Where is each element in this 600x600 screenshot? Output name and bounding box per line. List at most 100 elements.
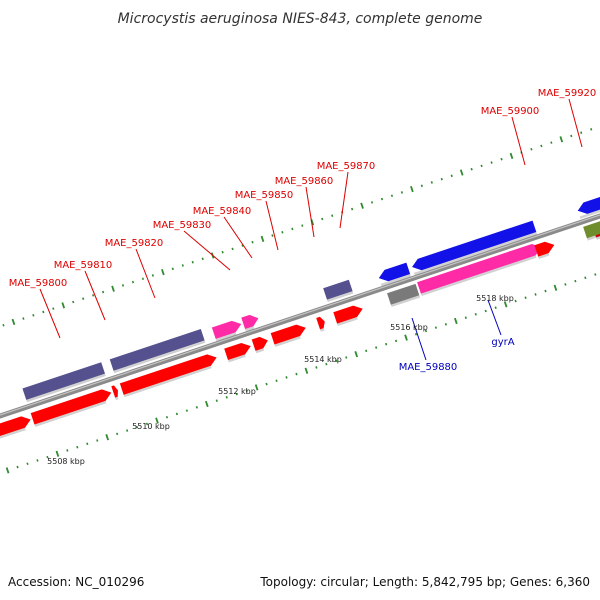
tick-mark: [375, 346, 378, 349]
leader-line: [223, 216, 253, 259]
tick-mark: [291, 227, 294, 231]
gene-feature-shadow: [113, 340, 206, 374]
tick-mark: [131, 280, 135, 284]
tick-mark: [161, 268, 165, 276]
leader-line: [339, 171, 349, 229]
label-leader-lines: [39, 98, 583, 361]
gene-feature-shadow: [326, 291, 354, 302]
tick-mark: [215, 399, 218, 402]
gene-feature-shadow: [538, 253, 550, 259]
tick-mark: [171, 267, 174, 271]
tick-mark: [151, 274, 155, 277]
gene-feature-shadow: [274, 335, 301, 347]
leader-line: [84, 270, 106, 321]
leader-line: [39, 288, 61, 339]
gene-feature: [211, 320, 242, 339]
gene-label: MAE_59800: [9, 278, 68, 289]
tick-mark: [480, 164, 483, 168]
gene-features: [0, 197, 600, 439]
tick-mark: [105, 434, 110, 441]
gene-feature-shadow: [26, 373, 106, 403]
tick-mark: [76, 445, 79, 449]
gene-feature: [119, 354, 217, 395]
tick-mark: [315, 366, 318, 369]
tick-mark: [553, 284, 558, 291]
tick-mark: [404, 334, 408, 341]
tick-mark: [500, 157, 503, 161]
tick-mark: [410, 185, 414, 193]
gene-feature: [0, 416, 31, 437]
tick-mark: [231, 247, 234, 251]
tick-mark: [175, 412, 179, 416]
tick-mark: [570, 134, 573, 138]
tick-mark: [82, 297, 85, 300]
tick-mark: [574, 279, 577, 283]
tick-mark: [72, 300, 75, 304]
tick-mark: [360, 202, 364, 209]
gene-feature-shadow: [390, 295, 421, 308]
tick-mark: [101, 290, 105, 294]
tick-mark: [26, 462, 29, 466]
tick-mark: [380, 197, 384, 201]
tick-mark: [414, 332, 418, 336]
tick-mark: [241, 244, 244, 247]
tick-mark: [185, 409, 188, 412]
gene-feature: [111, 385, 118, 398]
tick-mark: [400, 191, 404, 194]
gene-feature-shadow: [420, 255, 537, 296]
tick-mark: [503, 301, 508, 308]
tick-mark: [42, 310, 45, 314]
tick-mark: [430, 181, 433, 184]
scale-label: 5512 kbp: [218, 387, 256, 396]
gene-feature: [316, 316, 325, 330]
backbone-highlight: [0, 214, 600, 416]
tick-mark: [66, 449, 69, 452]
tick-mark: [580, 131, 583, 134]
tick-mark: [434, 326, 438, 329]
gene-feature: [417, 243, 542, 294]
tick-mark: [165, 415, 169, 419]
scale-label: 5516 kbp: [390, 323, 428, 332]
tick-mark: [385, 342, 388, 346]
gene-feature: [534, 241, 555, 257]
scale-label: 5510 kbp: [132, 422, 170, 431]
gene-label: gyrA: [491, 337, 514, 348]
leader-line: [183, 230, 231, 271]
tick-mark: [265, 382, 268, 386]
tick-mark: [351, 207, 354, 211]
tick-mark: [494, 306, 497, 309]
leader-line: [305, 186, 315, 238]
gene-label: MAE_59840: [193, 206, 252, 217]
gene-feature: [22, 362, 105, 400]
scale-label: 5508 kbp: [47, 457, 85, 466]
tick-mark: [155, 417, 159, 424]
tick-mark: [260, 235, 265, 243]
tick-mark: [454, 317, 458, 325]
leader-line: [568, 98, 583, 148]
tick-mark: [2, 323, 5, 327]
tick-mark: [354, 351, 359, 358]
gene-feature: [270, 324, 306, 345]
gene-feature-shadow: [337, 317, 358, 327]
tick-mark: [301, 224, 304, 227]
genome-summary-text: Topology: circular; Length: 5,842,795 bp…: [259, 575, 590, 589]
tick-mark: [304, 367, 309, 374]
gene-feature: [333, 305, 363, 324]
gene-feature: [241, 314, 259, 330]
accession-text: Accession: NC_010296: [8, 575, 144, 589]
gene-feature-shadow: [0, 427, 26, 439]
tick-mark: [281, 230, 284, 234]
tick-mark: [345, 356, 348, 359]
tick-mark: [295, 372, 298, 376]
tick-mark: [52, 307, 55, 310]
tick-mark: [540, 144, 543, 148]
tick-mark: [96, 439, 99, 442]
gene-feature: [577, 197, 600, 214]
gene-labels: MAE_59800 MAE_59810 MAE_59820 MAE_59830 MAE_…: [9, 88, 597, 373]
gene-label: MAE_59850: [235, 190, 294, 201]
tick-mark: [245, 389, 248, 392]
tick-mark: [550, 141, 553, 144]
gene-feature: [109, 329, 205, 371]
tick-mark: [590, 128, 593, 131]
